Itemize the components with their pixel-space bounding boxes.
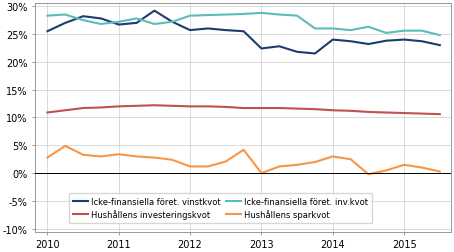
Legend: Icke-finansiella föret. vinstkvot, Hushållens investeringskvot, Icke-finansiella: Icke-finansiella föret. vinstkvot, Hushå… <box>69 193 372 223</box>
Hushållens investeringskvot <box>44 112 50 115</box>
Icke-finansiella föret. vinstkvot <box>116 24 122 27</box>
Hushållens investeringskvot <box>241 107 247 110</box>
Icke-finansiella föret. inv.kvot <box>294 15 300 18</box>
Hushållens sparkvot <box>44 156 50 160</box>
Icke-finansiella föret. inv.kvot <box>152 23 157 26</box>
Hushållens investeringskvot <box>330 109 336 112</box>
Icke-finansiella föret. inv.kvot <box>188 15 193 18</box>
Icke-finansiella föret. vinstkvot <box>312 53 318 56</box>
Icke-finansiella föret. vinstkvot <box>259 48 264 51</box>
Icke-finansiella föret. inv.kvot <box>366 26 371 29</box>
Hushållens investeringskvot <box>259 107 264 110</box>
Icke-finansiella föret. vinstkvot <box>241 30 247 34</box>
Icke-finansiella föret. inv.kvot <box>205 15 211 18</box>
Icke-finansiella föret. inv.kvot <box>276 14 282 17</box>
Hushållens sparkvot <box>419 166 424 169</box>
Hushållens sparkvot <box>294 164 300 167</box>
Hushållens sparkvot <box>330 155 336 158</box>
Icke-finansiella föret. vinstkvot <box>223 29 228 33</box>
Hushållens sparkvot <box>98 155 104 158</box>
Hushållens investeringskvot <box>419 113 424 116</box>
Hushållens sparkvot <box>259 172 264 175</box>
Hushållens investeringskvot <box>223 106 228 109</box>
Line: Icke-finansiella föret. vinstkvot: Icke-finansiella föret. vinstkvot <box>47 12 440 54</box>
Icke-finansiella föret. inv.kvot <box>384 32 389 35</box>
Icke-finansiella föret. vinstkvot <box>330 39 336 42</box>
Hushållens sparkvot <box>437 170 443 173</box>
Hushållens sparkvot <box>241 149 247 152</box>
Hushållens investeringskvot <box>98 107 104 110</box>
Hushållens investeringskvot <box>116 105 122 108</box>
Hushållens sparkvot <box>63 145 68 148</box>
Icke-finansiella föret. vinstkvot <box>63 22 68 25</box>
Hushållens investeringskvot <box>312 108 318 111</box>
Icke-finansiella föret. inv.kvot <box>63 14 68 17</box>
Icke-finansiella föret. vinstkvot <box>188 29 193 33</box>
Hushållens investeringskvot <box>366 111 371 114</box>
Hushållens sparkvot <box>116 153 122 156</box>
Hushållens sparkvot <box>384 169 389 172</box>
Icke-finansiella föret. inv.kvot <box>116 21 122 24</box>
Icke-finansiella föret. vinstkvot <box>44 30 50 34</box>
Icke-finansiella föret. inv.kvot <box>330 28 336 31</box>
Icke-finansiella föret. inv.kvot <box>80 19 86 22</box>
Hushållens investeringskvot <box>63 109 68 112</box>
Hushållens sparkvot <box>152 156 157 160</box>
Line: Hushållens investeringskvot: Hushållens investeringskvot <box>47 106 440 115</box>
Icke-finansiella föret. inv.kvot <box>348 29 353 33</box>
Icke-finansiella föret. vinstkvot <box>384 40 389 43</box>
Icke-finansiella föret. inv.kvot <box>98 23 104 26</box>
Hushållens sparkvot <box>205 165 211 168</box>
Icke-finansiella föret. vinstkvot <box>366 43 371 46</box>
Icke-finansiella föret. inv.kvot <box>437 35 443 38</box>
Icke-finansiella föret. inv.kvot <box>134 18 139 21</box>
Icke-finansiella föret. inv.kvot <box>223 14 228 17</box>
Line: Icke-finansiella föret. inv.kvot: Icke-finansiella föret. inv.kvot <box>47 14 440 36</box>
Hushållens investeringskvot <box>205 105 211 108</box>
Hushållens investeringskvot <box>348 110 353 113</box>
Hushållens investeringskvot <box>80 107 86 110</box>
Hushållens investeringskvot <box>384 112 389 115</box>
Hushållens sparkvot <box>169 159 175 162</box>
Icke-finansiella föret. vinstkvot <box>205 28 211 31</box>
Icke-finansiella föret. vinstkvot <box>169 21 175 24</box>
Hushållens investeringskvot <box>152 104 157 107</box>
Hushållens investeringskvot <box>294 108 300 111</box>
Icke-finansiella föret. vinstkvot <box>276 46 282 49</box>
Icke-finansiella föret. inv.kvot <box>419 30 424 33</box>
Icke-finansiella föret. vinstkvot <box>348 41 353 44</box>
Icke-finansiella föret. vinstkvot <box>134 22 139 25</box>
Hushållens sparkvot <box>276 165 282 168</box>
Icke-finansiella föret. vinstkvot <box>437 44 443 47</box>
Hushållens investeringskvot <box>188 105 193 108</box>
Icke-finansiella föret. vinstkvot <box>401 39 407 42</box>
Icke-finansiella föret. inv.kvot <box>241 13 247 16</box>
Hushållens investeringskvot <box>276 107 282 110</box>
Hushållens sparkvot <box>312 161 318 164</box>
Hushållens sparkvot <box>188 165 193 168</box>
Icke-finansiella föret. vinstkvot <box>152 10 157 13</box>
Icke-finansiella föret. inv.kvot <box>259 12 264 15</box>
Hushållens sparkvot <box>223 160 228 163</box>
Hushållens investeringskvot <box>169 105 175 108</box>
Icke-finansiella föret. vinstkvot <box>98 18 104 21</box>
Icke-finansiella föret. inv.kvot <box>44 15 50 18</box>
Icke-finansiella föret. inv.kvot <box>312 28 318 31</box>
Hushållens sparkvot <box>348 158 353 161</box>
Hushållens sparkvot <box>401 164 407 167</box>
Line: Hushållens sparkvot: Hushållens sparkvot <box>47 146 440 175</box>
Hushållens investeringskvot <box>401 112 407 115</box>
Icke-finansiella föret. inv.kvot <box>169 21 175 24</box>
Hushållens investeringskvot <box>134 105 139 108</box>
Hushållens investeringskvot <box>437 113 443 116</box>
Icke-finansiella föret. vinstkvot <box>294 51 300 54</box>
Hushållens sparkvot <box>80 154 86 157</box>
Icke-finansiella föret. vinstkvot <box>419 41 424 44</box>
Hushållens sparkvot <box>366 173 371 176</box>
Icke-finansiella föret. vinstkvot <box>80 16 86 19</box>
Icke-finansiella föret. inv.kvot <box>401 30 407 33</box>
Hushållens sparkvot <box>134 155 139 158</box>
